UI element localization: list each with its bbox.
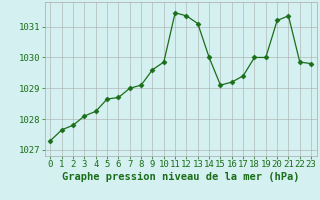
X-axis label: Graphe pression niveau de la mer (hPa): Graphe pression niveau de la mer (hPa) <box>62 172 300 182</box>
